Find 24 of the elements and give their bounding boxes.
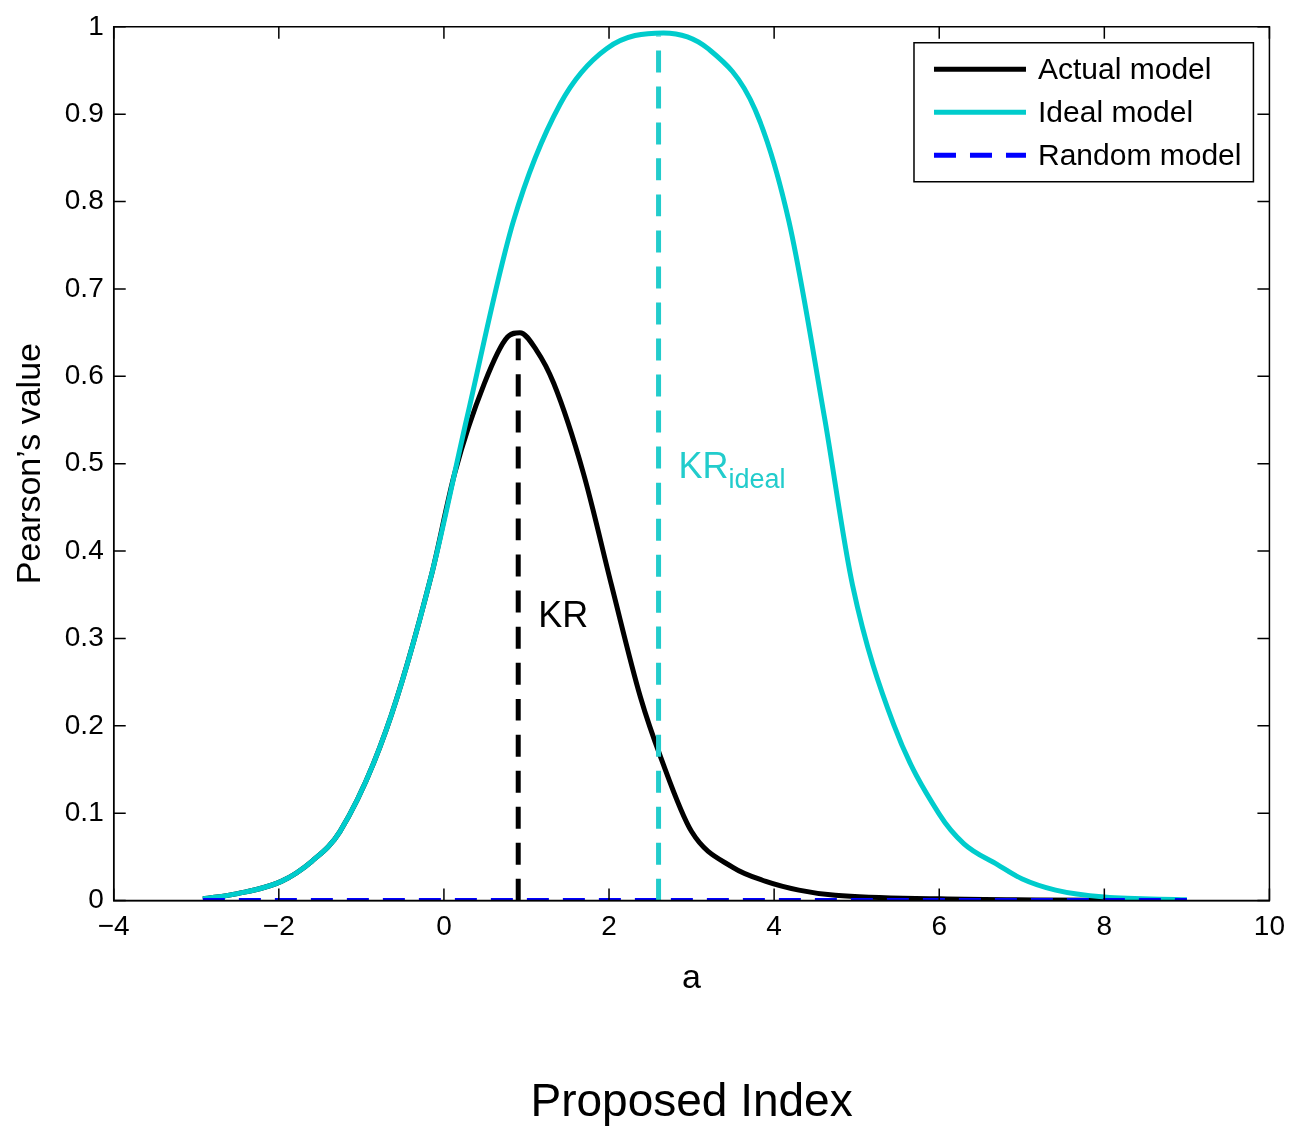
legend-label: Random model <box>1037 137 1242 171</box>
x-tick-label: 4 <box>766 910 782 942</box>
y-tick-label: 0.7 <box>64 271 104 303</box>
y-tick-label: 1 <box>88 9 104 41</box>
text: Proposed Index <box>530 1073 853 1126</box>
y-tick-label: 0.9 <box>64 96 104 128</box>
x-tick-label: 2 <box>601 910 617 942</box>
x-tick-label: 10 <box>1253 910 1286 942</box>
y-tick-label: 0.6 <box>64 359 104 391</box>
y-tick-label: 0.1 <box>64 795 104 827</box>
x-tick-label: 8 <box>1096 910 1113 942</box>
y-tick-label: 0.8 <box>64 184 104 216</box>
x-axis-title: a <box>682 956 702 995</box>
legend-label: Actual model <box>1037 51 1212 85</box>
y-tick-label: 0.2 <box>64 708 104 740</box>
legend-label: Ideal model <box>1037 94 1194 128</box>
annotation: KR <box>538 593 589 635</box>
x-tick-label: −2 <box>262 910 295 942</box>
y-axis-title: Pearson’s value <box>8 343 47 585</box>
y-tick-label: 0.4 <box>64 533 104 565</box>
x-tick-label: 0 <box>436 910 452 942</box>
y-tick-label: 0.3 <box>64 621 104 653</box>
y-tick-label: 0.5 <box>64 446 104 478</box>
x-tick-label: 6 <box>931 910 948 942</box>
